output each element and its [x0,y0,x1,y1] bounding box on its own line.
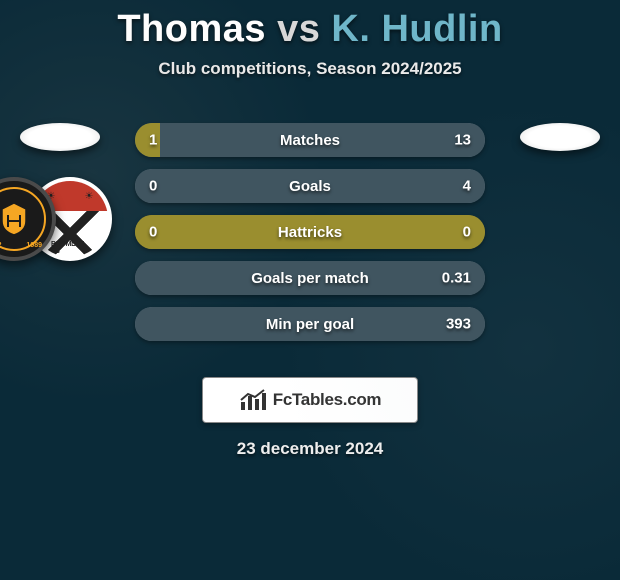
date-label: 23 december 2024 [0,439,620,459]
stat-label: Matches [280,132,340,149]
subtitle: Club competitions, Season 2024/2025 [0,59,620,79]
stat-label: Goals [289,178,331,195]
stats-list: Matches 1 13 Goals 0 4 Hattricks 0 0 Goals per ma… [135,123,485,353]
stat-value-right: 13 [454,132,471,149]
player1-avatar [20,123,100,151]
stat-row: Min per goal 393 [135,307,485,341]
stat-row: Goals 0 4 [135,169,485,203]
stat-value-right: 4 [463,178,471,195]
vs-label: vs [277,8,320,50]
stat-row: Matches 1 13 [135,123,485,157]
crest-year-left: 1912 [0,242,2,249]
page-title: Thomas vs K. Hudlin [0,0,620,51]
stat-value-left: 0 [149,224,157,241]
player2-avatar [520,123,600,151]
branding-text: FcTables.com [273,390,382,410]
content-area: ☀ ☀ BROMLEY FC 1912 1989 Matches113Goals… [0,103,620,363]
stat-row: Goals per match 0.31 [135,261,485,295]
crest-year-right: 1989 [26,242,42,249]
crest-left-label: BROMLEY FC [51,241,89,255]
shield-badge-icon [0,199,34,239]
player2-name: K. Hudlin [331,8,502,50]
stat-label: Min per goal [266,316,354,333]
stat-value-right: 393 [446,316,471,333]
stat-value-left: 0 [149,178,157,195]
player1-name: Thomas [117,8,266,50]
comparison-card: Thomas vs K. Hudlin Club competitions, S… [0,0,620,580]
stat-value-right: 0.31 [442,270,471,287]
stat-value-left: 1 [149,132,157,149]
sunburst-icon: ☀ [85,191,94,202]
stat-label: Hattricks [278,224,342,241]
stat-value-right: 0 [463,224,471,241]
stat-label: Goals per match [251,270,369,287]
bar-chart-icon [239,388,267,412]
stat-row: Hattricks 0 0 [135,215,485,249]
branding-badge[interactable]: FcTables.com [202,377,418,423]
